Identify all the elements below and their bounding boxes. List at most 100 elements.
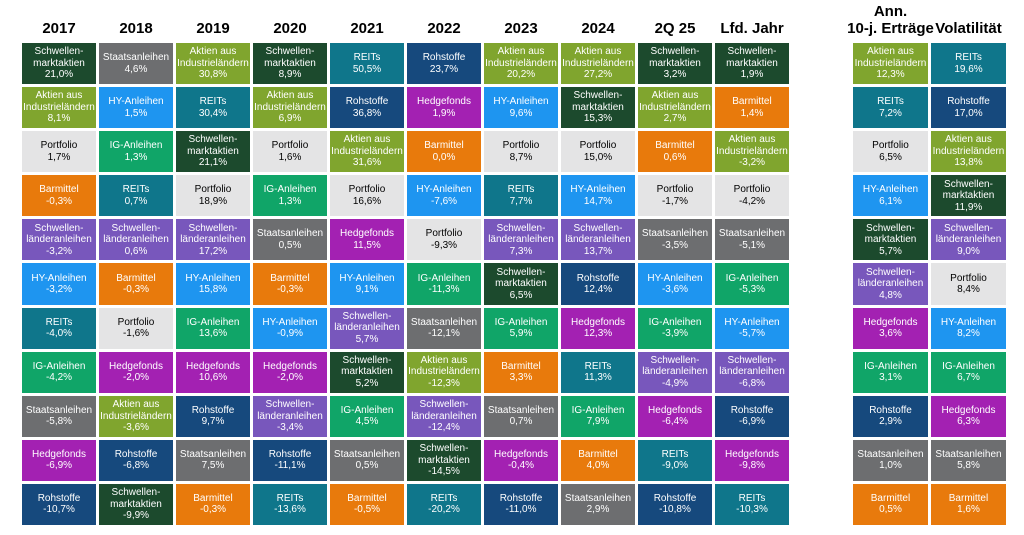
asset-label: Aktien aus Industrieländern bbox=[23, 90, 95, 113]
asset-cell-staatsanleihen: Staatsanleihen 0,5% bbox=[253, 219, 327, 261]
asset-label: Staatsanleihen bbox=[410, 316, 478, 328]
asset-return-value: 6,7% bbox=[957, 372, 980, 384]
asset-return-value: 9,6% bbox=[509, 107, 533, 119]
asset-cell-schwellen-marktaktien: Schwellen- marktaktien 3,2% bbox=[638, 43, 712, 85]
asset-cell-rohstoffe: Rohstoffe 9,7% bbox=[176, 395, 250, 437]
asset-label: Schwellen- marktaktien bbox=[942, 178, 995, 202]
asset-return-value: 8,7% bbox=[509, 151, 533, 163]
asset-return-value: -11,0% bbox=[505, 504, 537, 516]
asset-label: Staatsanleihen bbox=[487, 404, 555, 416]
asset-label: Hedgefonds bbox=[109, 360, 163, 372]
asset-cell-ig-anleihen: IG-Anleihen 13,6% bbox=[176, 307, 250, 349]
column-2020: 2020 Schwellen- marktaktien 8,9% Aktien aus… bbox=[253, 0, 327, 526]
asset-cell-portfolio: Portfolio -4,2% bbox=[715, 175, 789, 217]
asset-return-value: 12,4% bbox=[583, 284, 613, 296]
asset-return-value: 50,5% bbox=[352, 63, 382, 75]
asset-return-value: 1,6% bbox=[957, 504, 980, 516]
asset-cell-portfolio: Portfolio -1,7% bbox=[638, 175, 712, 217]
asset-cell-barmittel: Barmittel 3,3% bbox=[484, 351, 558, 393]
asset-cell-hy-anleihen: HY-Anleihen 8,2% bbox=[931, 307, 1006, 349]
asset-return-value: 1,3% bbox=[124, 151, 148, 163]
asset-return-value: -0,3% bbox=[276, 284, 304, 296]
asset-return-value: -2,0% bbox=[122, 372, 150, 384]
asset-cell-ig-anleihen: IG-Anleihen 5,9% bbox=[484, 307, 558, 349]
column-cells: Schwellen- marktaktien 21,0% Aktien aus In… bbox=[22, 43, 96, 526]
asset-cell-hedgefonds: Hedgefonds 11,5% bbox=[330, 219, 404, 261]
asset-cell-reits: REITs -4,0% bbox=[22, 307, 96, 349]
asset-label: Staatsanleihen bbox=[179, 448, 247, 460]
asset-return-value: 11,3% bbox=[584, 372, 612, 384]
asset-label: IG-Anleihen bbox=[864, 360, 917, 372]
asset-cell-schwellen-l-nderanleihen: Schwellen- länderanleihen 13,7% bbox=[561, 219, 635, 261]
column-cells: Aktien aus Industrieländern 20,2% HY-Anlei… bbox=[484, 43, 558, 526]
asset-return-value: -11,1% bbox=[274, 460, 306, 472]
asset-return-value: -4,9% bbox=[661, 377, 689, 389]
asset-cell-schwellen-l-nderanleihen: Schwellen- länderanleihen -6,8% bbox=[715, 351, 789, 393]
column-cells: Aktien aus Industrieländern 30,8% REITs 30,… bbox=[176, 43, 250, 526]
asset-label: Portfolio bbox=[733, 184, 771, 196]
asset-label: Schwellen- länderanleihen bbox=[565, 222, 631, 246]
asset-cell-portfolio: Portfolio -1,6% bbox=[99, 307, 173, 349]
column-2022: 2022 Rohstoffe 23,7% Hedgefonds 1,9% Barmitte… bbox=[407, 0, 481, 526]
asset-cell-schwellen-marktaktien: Schwellen- marktaktien 5,7% bbox=[853, 219, 928, 261]
asset-return-value: -12,1% bbox=[428, 328, 460, 340]
asset-cell-portfolio: Portfolio 1,6% bbox=[253, 131, 327, 173]
asset-label: Schwellen- länderanleihen bbox=[411, 399, 477, 422]
asset-label: Staatsanleihen bbox=[25, 404, 93, 416]
asset-label: Portfolio bbox=[579, 140, 617, 152]
asset-label: Barmittel bbox=[870, 492, 911, 504]
asset-return-value: 0,7% bbox=[509, 416, 533, 428]
asset-label: Aktien aus Industrieländern bbox=[639, 90, 711, 113]
asset-cell-hy-anleihen: HY-Anleihen -3,2% bbox=[22, 263, 96, 305]
column-header: 2021 bbox=[350, 19, 384, 37]
asset-cell-staatsanleihen: Staatsanleihen -3,5% bbox=[638, 219, 712, 261]
asset-return-value: 8,4% bbox=[957, 284, 980, 296]
asset-label: HY-Anleihen bbox=[940, 316, 997, 328]
asset-cell-ig-anleihen: IG-Anleihen 4,5% bbox=[330, 395, 404, 437]
asset-cell-rohstoffe: Rohstoffe 36,8% bbox=[330, 87, 404, 129]
asset-label: REITs bbox=[507, 184, 535, 196]
asset-label: Aktien aus Industrieländern bbox=[177, 46, 249, 69]
asset-cell-hedgefonds: Hedgefonds -9,8% bbox=[715, 439, 789, 481]
asset-cell-hy-anleihen: HY-Anleihen 15,8% bbox=[176, 263, 250, 305]
asset-cell-schwellen-marktaktien: Schwellen- marktaktien 1,9% bbox=[715, 43, 789, 85]
asset-return-value: 6,9% bbox=[278, 113, 302, 125]
asset-cell-reits: REITs -9,0% bbox=[638, 439, 712, 481]
asset-label: HY-Anleihen bbox=[416, 184, 472, 196]
asset-cell-staatsanleihen: Staatsanleihen -12,1% bbox=[407, 307, 481, 349]
asset-return-value: 13,8% bbox=[954, 157, 983, 169]
asset-return-value: -0,3% bbox=[199, 504, 227, 516]
asset-return-value: -0,9% bbox=[276, 328, 304, 340]
column-cells: Staatsanleihen 4,6% HY-Anleihen 1,5% IG-Anle… bbox=[99, 43, 173, 526]
column-header: Lfd. Jahr bbox=[720, 19, 784, 37]
asset-cell-rohstoffe: Rohstoffe -11,1% bbox=[253, 439, 327, 481]
column-cells: Schwellen- marktaktien 1,9% Barmittel 1,4% A… bbox=[715, 43, 789, 526]
asset-cell-hy-anleihen: HY-Anleihen -7,6% bbox=[407, 175, 481, 217]
asset-cell-ig-anleihen: IG-Anleihen -11,3% bbox=[407, 263, 481, 305]
asset-return-value: 0,6% bbox=[663, 151, 687, 163]
column-2023: 2023 Aktien aus Industrieländern 20,2% HY-A… bbox=[484, 0, 558, 526]
asset-return-value: 3,6% bbox=[879, 328, 902, 340]
asset-label: Barmittel bbox=[39, 184, 79, 196]
asset-cell-aktien-aus-industriel-ndern: Aktien aus Industrieländern 20,2% bbox=[484, 43, 558, 85]
asset-cell-schwellen-marktaktien: Schwellen- marktaktien 11,9% bbox=[931, 175, 1006, 217]
column-2q-25: 2Q 25 Schwellen- marktaktien 3,2% Aktien au… bbox=[638, 0, 712, 526]
asset-cell-ig-anleihen: IG-Anleihen -4,2% bbox=[22, 351, 96, 393]
asset-return-value: 9,7% bbox=[201, 416, 225, 428]
column-header: 2Q 25 bbox=[654, 19, 696, 37]
asset-return-value: -0,3% bbox=[122, 284, 150, 296]
asset-cell-schwellen-l-nderanleihen: Schwellen- länderanleihen 0,6% bbox=[99, 219, 173, 261]
asset-label: Staatsanleihen bbox=[857, 448, 924, 460]
asset-cell-ig-anleihen: IG-Anleihen 3,1% bbox=[853, 351, 928, 393]
asset-return-value: -12,3% bbox=[428, 377, 460, 389]
asset-label: Schwellen- länderanleihen bbox=[257, 399, 323, 422]
asset-return-value: 4,0% bbox=[586, 460, 610, 472]
asset-return-value: 19,6% bbox=[954, 63, 983, 75]
asset-cell-hedgefonds: Hedgefonds -2,0% bbox=[253, 351, 327, 393]
asset-cell-aktien-aus-industriel-ndern: Aktien aus Industrieländern 2,7% bbox=[638, 87, 712, 129]
column-cells: Aktien aus Industrieländern 12,3% REITs 7,2… bbox=[853, 43, 928, 526]
asset-cell-aktien-aus-industriel-ndern: Aktien aus Industrieländern -3,2% bbox=[715, 131, 789, 173]
asset-return-value: 17,2% bbox=[198, 245, 228, 257]
asset-return-value: 11,9% bbox=[954, 201, 983, 213]
asset-label: Aktien aus Industrieländern bbox=[716, 134, 788, 157]
